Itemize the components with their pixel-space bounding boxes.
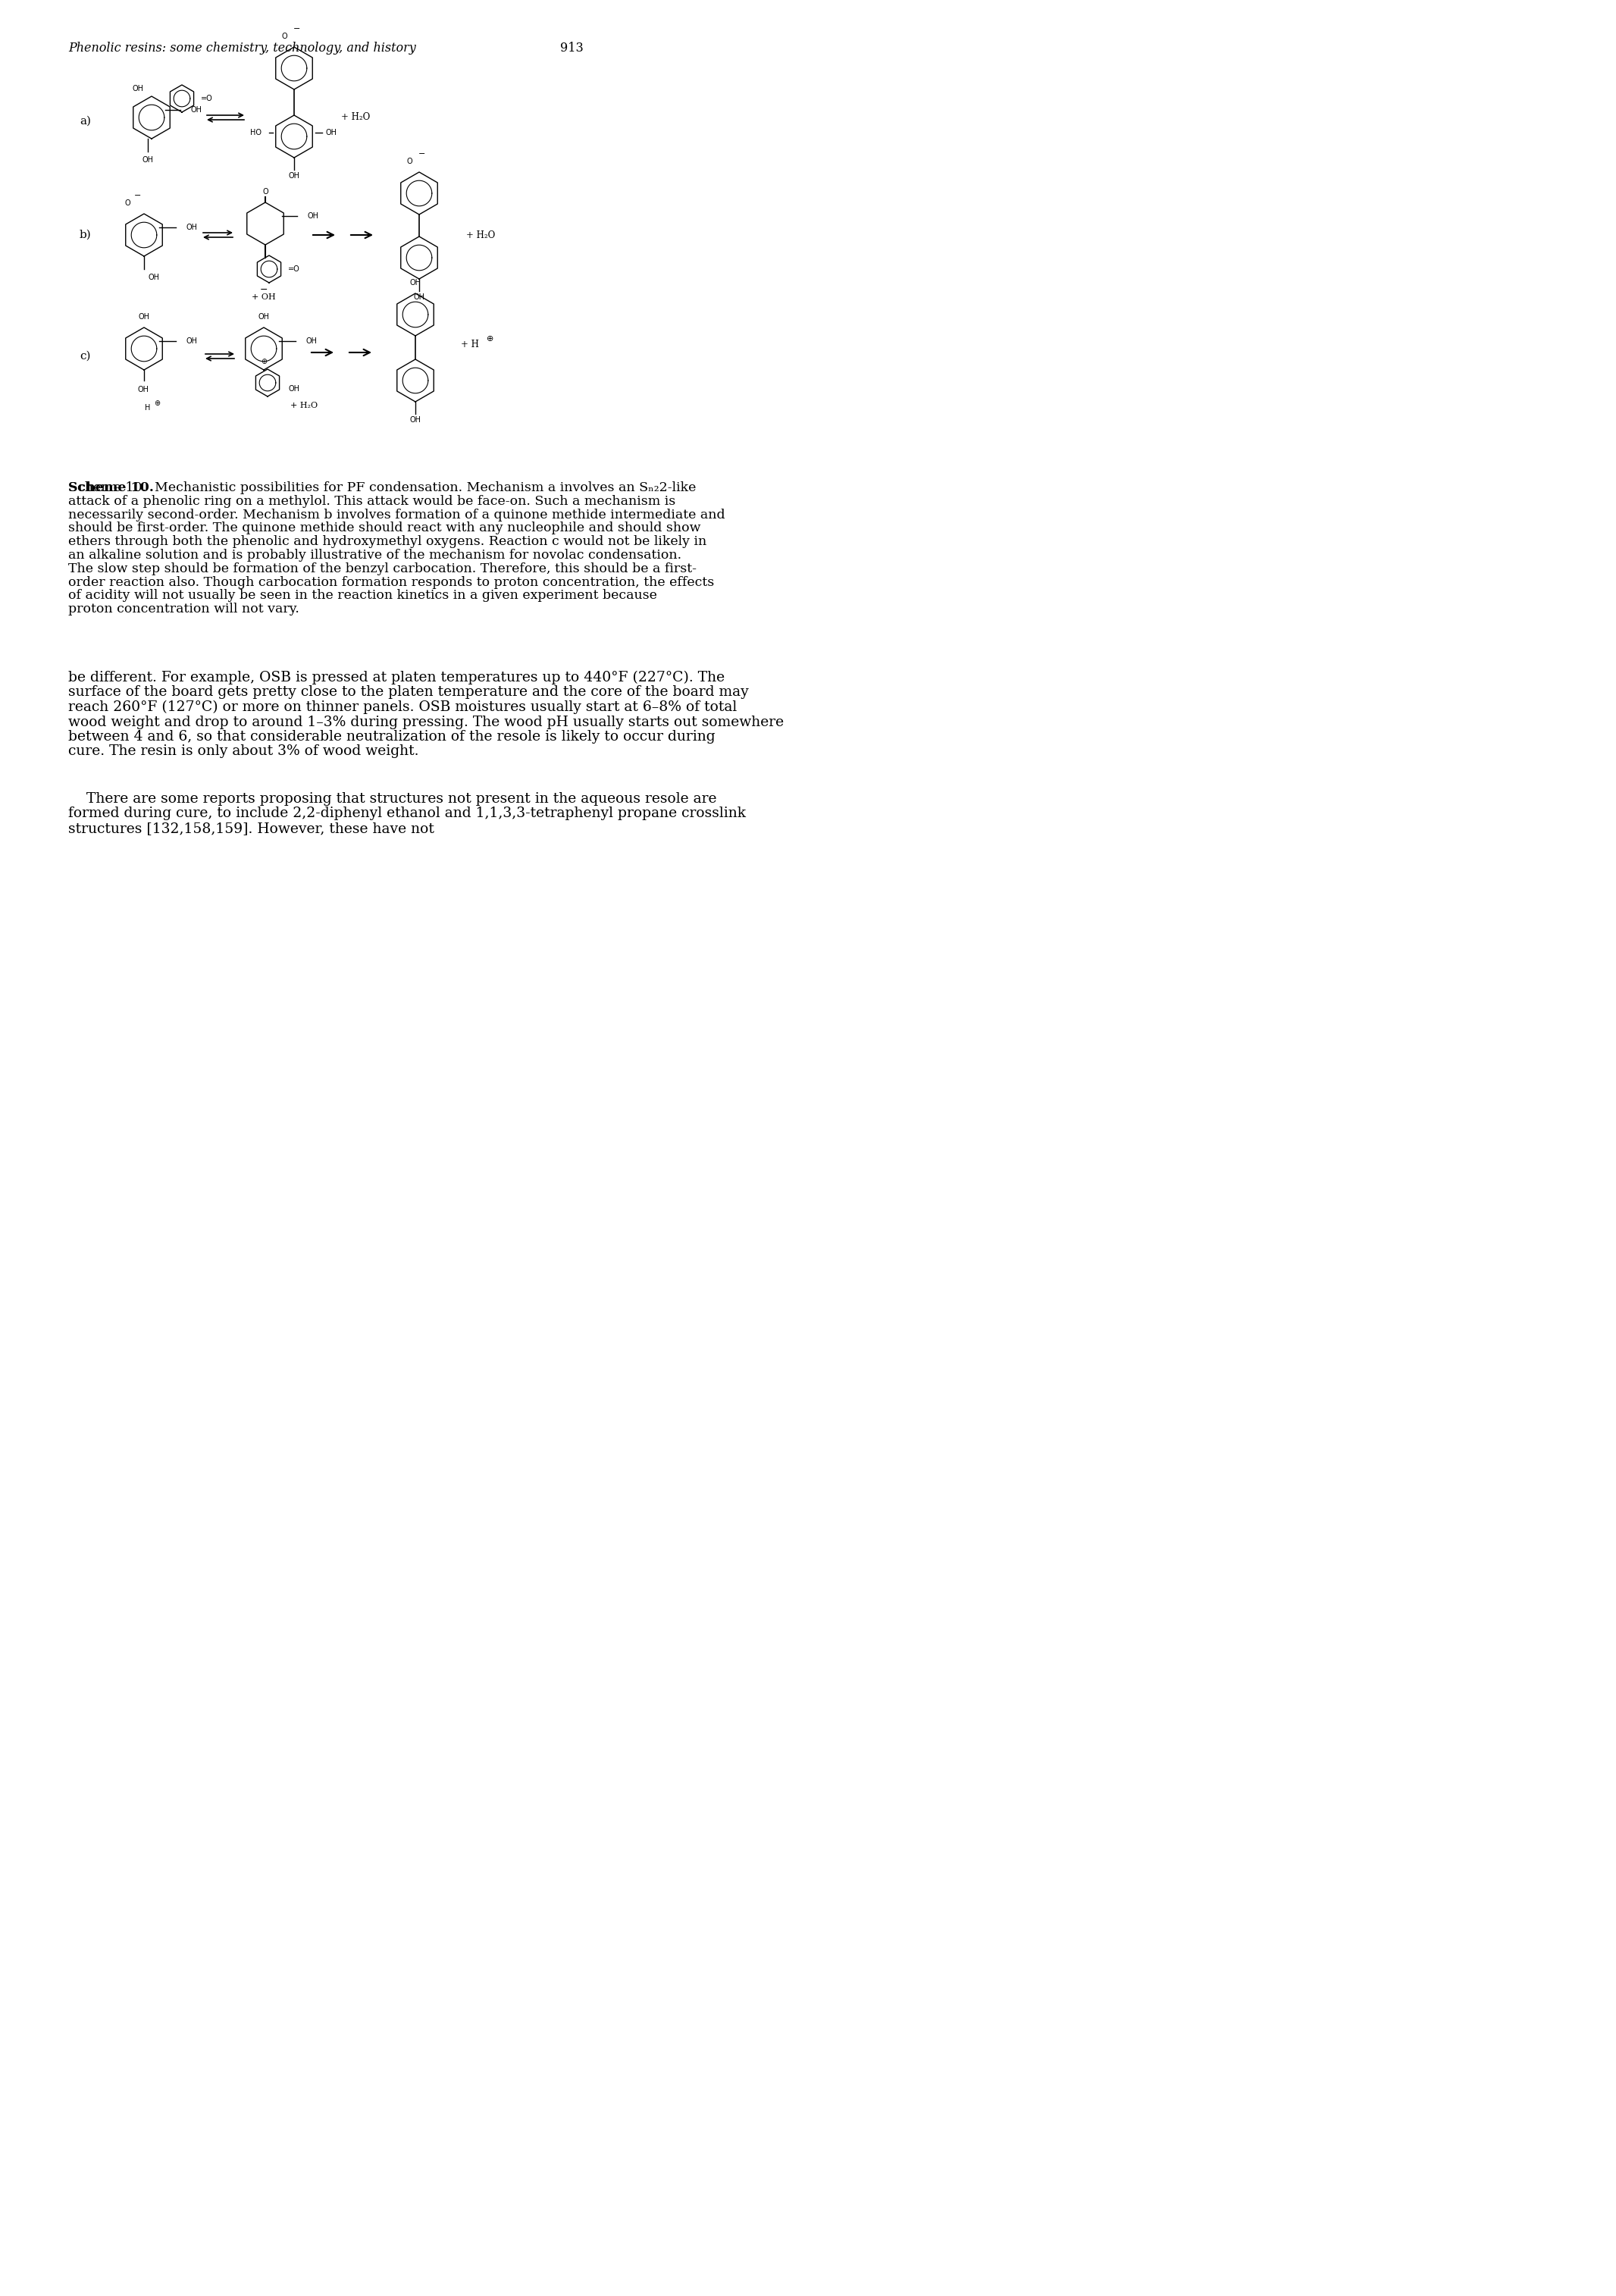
Text: ⊕: ⊕ <box>260 358 267 365</box>
Text: =O: =O <box>288 266 301 273</box>
Text: OH: OH <box>305 338 317 344</box>
Text: reach 260°F (127°C) or more on thinner panels. OSB moistures usually start at 6–: reach 260°F (127°C) or more on thinner p… <box>68 700 737 714</box>
Text: O: O <box>281 32 288 39</box>
Text: + H₂O: + H₂O <box>465 230 494 239</box>
Text: O: O <box>124 200 131 207</box>
Text: OH: OH <box>186 338 197 344</box>
Text: structures [132,158,159]. However, these have not: structures [132,158,159]. However, these… <box>68 822 435 836</box>
Text: ⊕: ⊕ <box>154 400 160 406</box>
Text: ethers through both the phenolic and hydroxymethyl oxygens. Reaction c would not: ethers through both the phenolic and hyd… <box>68 535 706 549</box>
Text: OH: OH <box>410 278 422 287</box>
Text: necessarily second-order. Mechanism b involves formation of a quinone methide in: necessarily second-order. Mechanism b in… <box>68 507 726 521</box>
Text: surface of the board gets pretty close to the platen temperature and the core of: surface of the board gets pretty close t… <box>68 687 748 700</box>
Text: Phenolic resins: some chemistry, technology, and history: Phenolic resins: some chemistry, technol… <box>68 41 415 55</box>
Text: order reaction also. Though carbocation formation responds to proton concentrati: order reaction also. Though carbocation … <box>68 576 714 588</box>
Text: Scheme 10.: Scheme 10. <box>68 482 154 494</box>
Text: O: O <box>406 158 412 165</box>
Text: OH: OH <box>133 85 144 92</box>
Text: −: − <box>294 25 301 32</box>
Text: OH: OH <box>289 386 301 393</box>
Text: −: − <box>419 149 425 158</box>
Text: should be first-order. The quinone methide should react with any nucleophile and: should be first-order. The quinone methi… <box>68 521 701 535</box>
Text: OH: OH <box>142 156 154 163</box>
Text: OH: OH <box>414 294 425 301</box>
Text: between 4 and 6, so that considerable neutralization of the resole is likely to : between 4 and 6, so that considerable ne… <box>68 730 716 744</box>
Text: + H₂O: + H₂O <box>341 113 370 122</box>
Text: H: H <box>145 404 150 411</box>
Text: OH: OH <box>326 129 338 135</box>
Text: ⊕: ⊕ <box>486 335 494 342</box>
Text: There are some reports proposing that structures not present in the aqueous reso: There are some reports proposing that st… <box>68 792 716 806</box>
Text: an alkaline solution and is probably illustrative of the mechanism for novolac c: an alkaline solution and is probably ill… <box>68 549 682 563</box>
Text: Scheme 10.  Mechanistic possibilities for PF condensation. Mechanism a involves : Scheme 10. Mechanistic possibilities for… <box>68 482 696 494</box>
Text: a): a) <box>79 117 90 126</box>
Text: proton concentration will not vary.: proton concentration will not vary. <box>68 604 299 615</box>
Text: −: − <box>260 285 268 294</box>
Text: HO: HO <box>250 129 262 135</box>
Text: −: − <box>134 193 142 200</box>
Text: OH: OH <box>147 273 158 280</box>
Text: cure. The resin is only about 3% of wood weight.: cure. The resin is only about 3% of wood… <box>68 744 419 758</box>
Text: OH: OH <box>288 172 301 179</box>
Text: be different. For example, OSB is pressed at platen temperatures up to 440°F (22: be different. For example, OSB is presse… <box>68 670 724 684</box>
Text: OH: OH <box>191 106 202 115</box>
Text: wood weight and drop to around 1–3% during pressing. The wood pH usually starts : wood weight and drop to around 1–3% duri… <box>68 714 784 728</box>
Text: OH: OH <box>186 223 197 232</box>
Text: OH: OH <box>307 211 318 220</box>
Text: b): b) <box>79 230 92 241</box>
Text: attack of a phenolic ring on a methylol. This attack would be face-on. Such a me: attack of a phenolic ring on a methylol.… <box>68 496 675 507</box>
Text: OH: OH <box>137 386 149 393</box>
Text: + H: + H <box>461 340 478 349</box>
Text: + ⁠OH: + ⁠OH <box>252 294 276 301</box>
Text: 913: 913 <box>561 41 583 55</box>
Text: OH: OH <box>259 312 270 321</box>
Text: =O: =O <box>200 94 213 103</box>
Text: OH: OH <box>410 416 422 425</box>
Text: c): c) <box>79 351 90 360</box>
Text: The slow step should be formation of the benzyl carbocation. Therefore, this sho: The slow step should be formation of the… <box>68 563 696 576</box>
Text: OH: OH <box>139 312 150 321</box>
Text: of acidity will not usually be seen in the reaction kinetics in a given experime: of acidity will not usually be seen in t… <box>68 590 658 602</box>
Text: formed during cure, to include 2,2-diphenyl ethanol and 1,1,3,3-tetraphenyl prop: formed during cure, to include 2,2-diphe… <box>68 806 747 820</box>
Text: O: O <box>262 188 268 195</box>
Text: + H₂O: + H₂O <box>291 402 318 409</box>
